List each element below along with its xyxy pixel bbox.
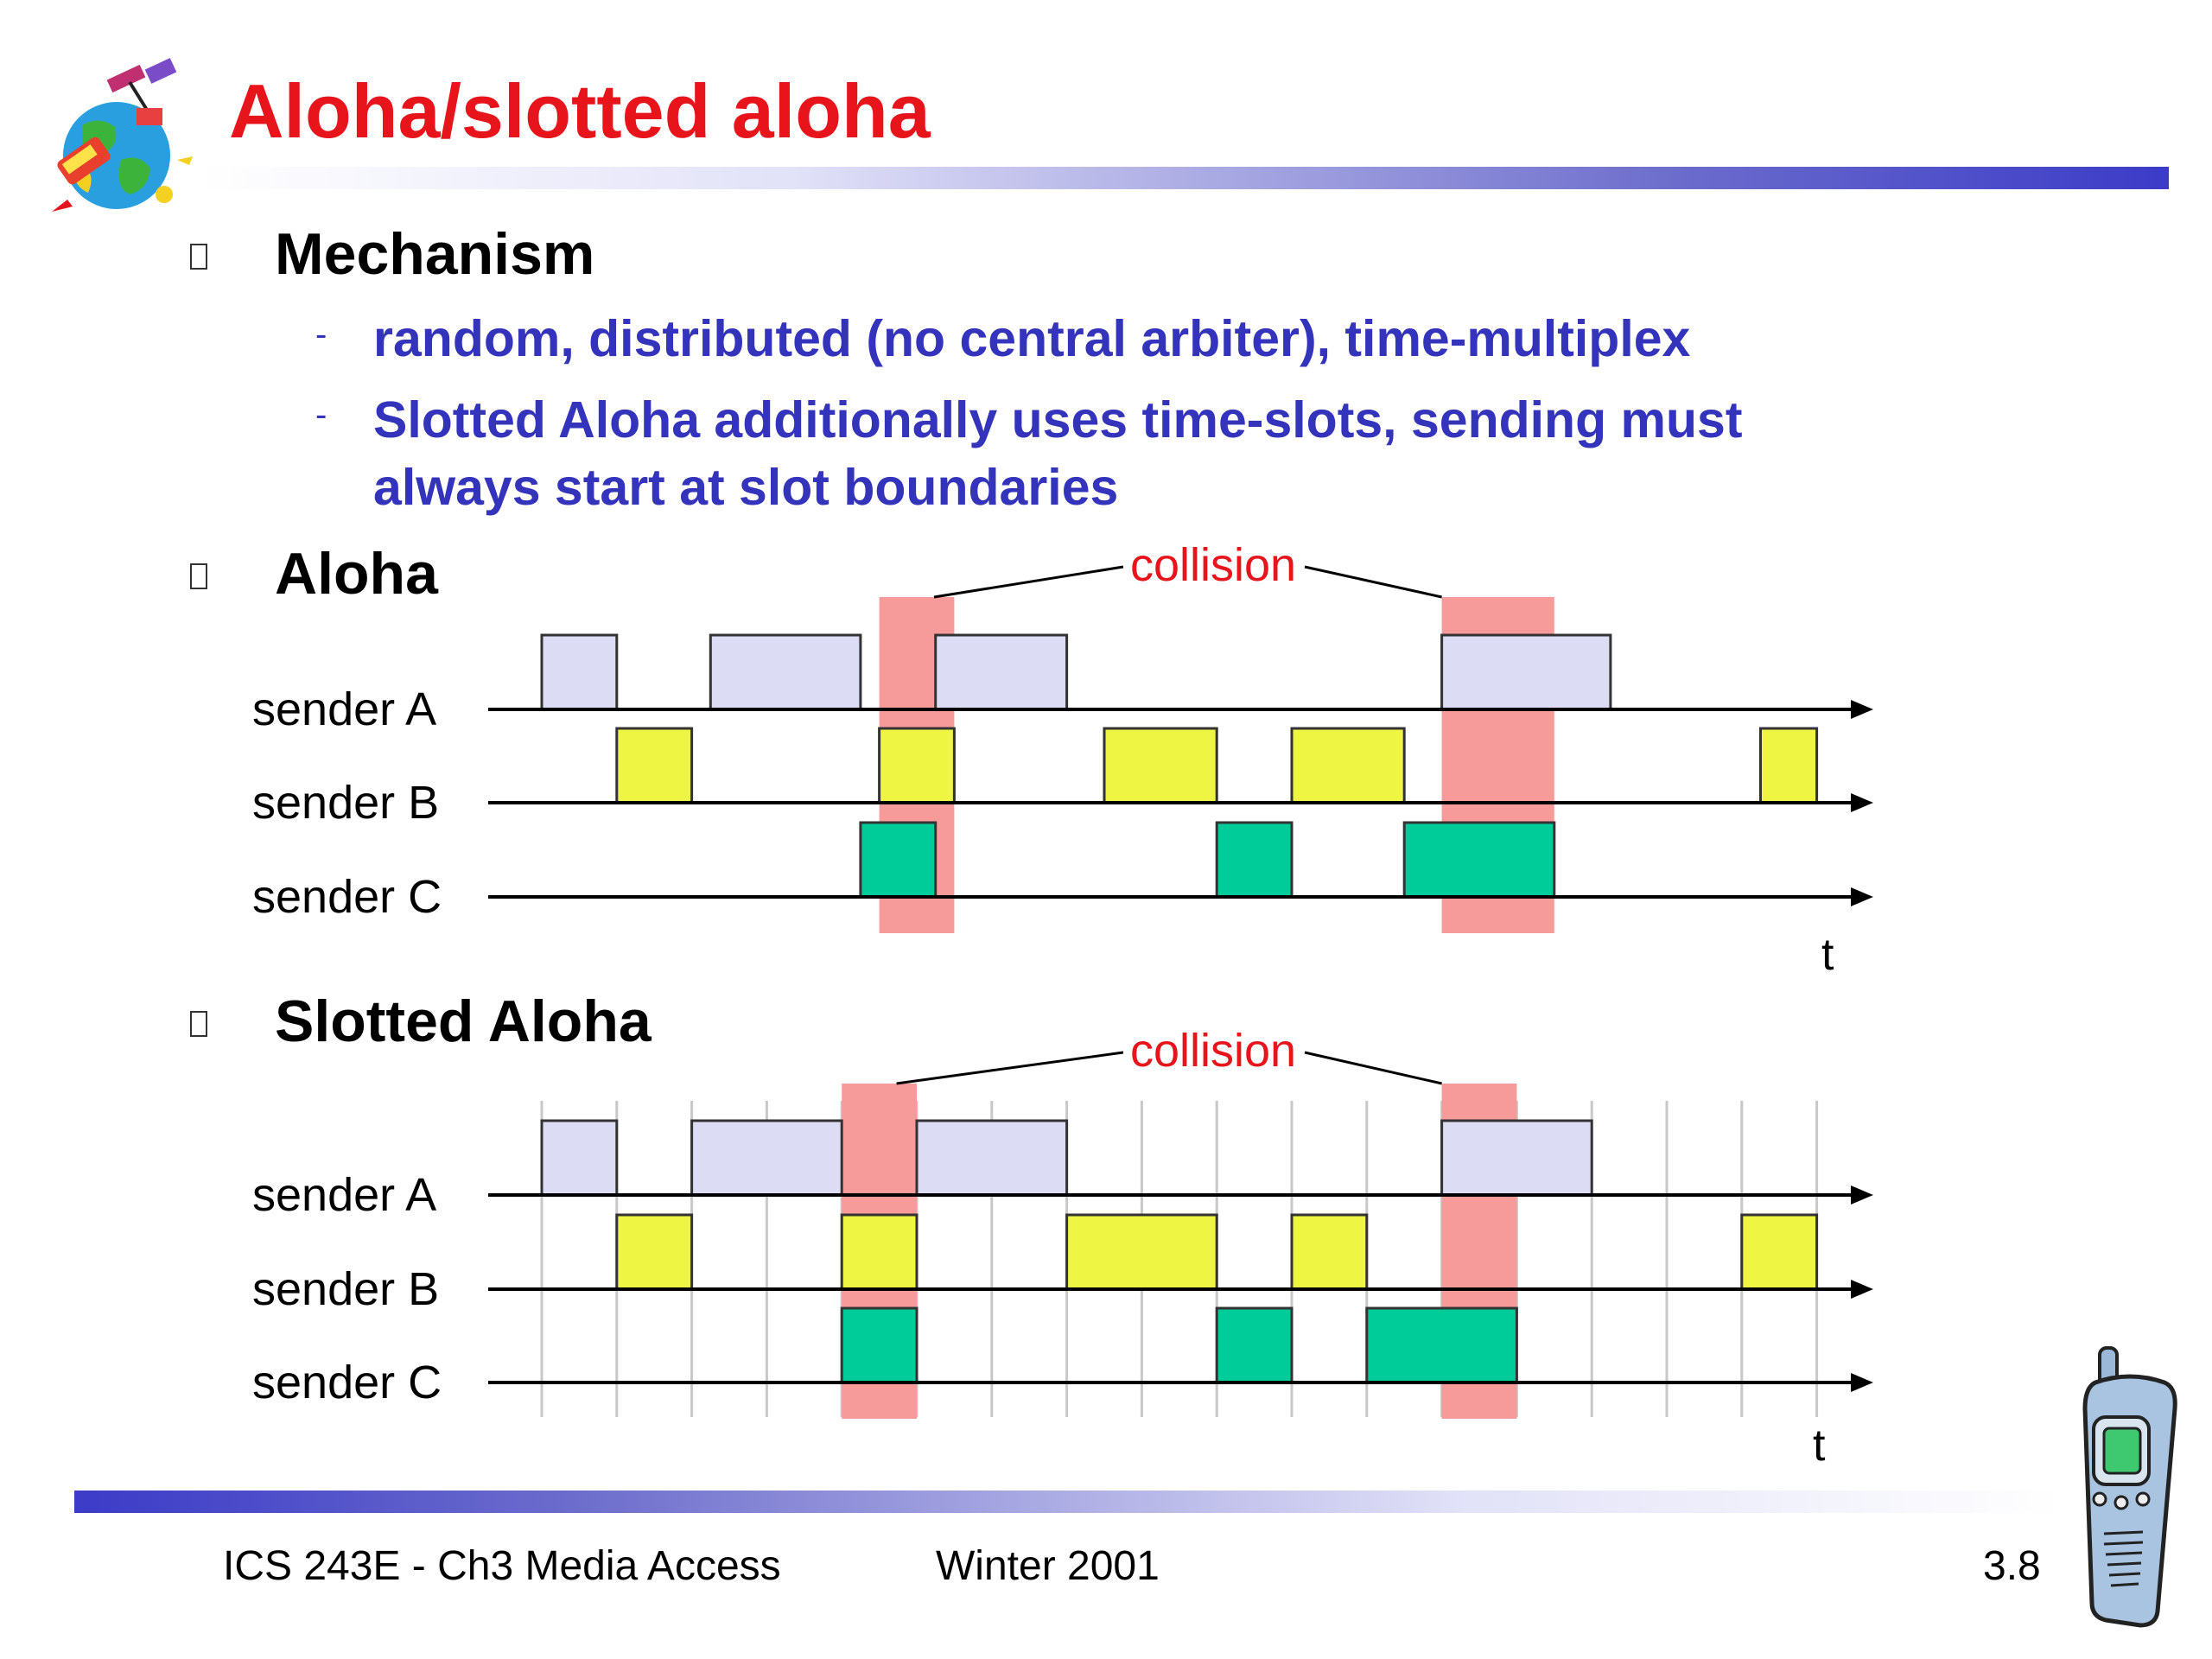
sender-label: sender A — [252, 1169, 436, 1221]
footer-bar — [74, 1491, 2062, 1513]
sender-b-frame — [615, 727, 694, 804]
dash-marker: - — [315, 315, 327, 353]
axis-arrowhead — [1851, 1185, 1873, 1205]
sender-label: sender C — [252, 1357, 442, 1408]
sender-c-frame — [859, 821, 938, 899]
sender-c-frame — [1402, 821, 1556, 899]
heading-slotted-aloha: Slotted Aloha — [275, 988, 652, 1054]
sender-label: sender A — [252, 683, 436, 735]
sender-b-frame — [1065, 1213, 1218, 1291]
collision-leader-line — [896, 1051, 1124, 1085]
mobile-phone-icon — [2082, 1346, 2177, 1628]
sender-a-frame — [934, 633, 1069, 711]
bullet-marker — [190, 1011, 207, 1037]
footer-term: Winter 2001 — [936, 1543, 1160, 1589]
heading-mechanism: Mechanism — [275, 221, 595, 287]
sender-a-frame — [690, 1119, 843, 1197]
sender-b-frame — [840, 1213, 918, 1291]
sender-b-frame — [1290, 1213, 1369, 1291]
collision-label: collision — [1130, 539, 1296, 591]
heading-aloha: Aloha — [275, 541, 438, 607]
sender-label: sender C — [252, 871, 442, 923]
mechanism-item-2: Slotted Aloha additionally uses time-slo… — [373, 391, 1743, 448]
axis-arrowhead — [1851, 1280, 1873, 1299]
satellite-globe-icon — [52, 58, 193, 212]
time-axis-label: t — [1813, 1421, 1826, 1471]
sender-c-frame — [1365, 1306, 1518, 1384]
footer-course: ICS 243E - Ch3 Media Access — [223, 1543, 781, 1589]
sender-b-frame — [1759, 727, 1819, 804]
bullet-marker — [190, 563, 207, 589]
dash-marker: - — [315, 396, 327, 434]
sender-b-frame — [615, 1213, 694, 1291]
page-number: 3.8 — [1983, 1543, 2041, 1589]
sender-c-frame — [1215, 1306, 1294, 1384]
sender-label: sender B — [252, 777, 439, 829]
title-underline-bar — [199, 167, 2169, 189]
slide-title: Aloha/slotted aloha — [229, 68, 931, 154]
sender-a-frame — [709, 633, 862, 711]
collision-leader-line — [1304, 1051, 1442, 1085]
sender-a-frame — [540, 1119, 619, 1197]
axis-arrowhead — [1851, 793, 1873, 812]
sender-b-frame — [878, 727, 956, 804]
sender-a-frame — [915, 1119, 1069, 1197]
axis-arrowhead — [1851, 700, 1873, 719]
axis-arrowhead — [1851, 887, 1873, 906]
collision-leader-line — [933, 565, 1124, 599]
sender-label: sender B — [252, 1263, 439, 1315]
collision-leader-line — [1304, 565, 1442, 599]
sender-b-frame — [1740, 1213, 1819, 1291]
sender-a-frame — [1440, 1119, 1593, 1197]
sender-c-frame — [1215, 821, 1294, 899]
axis-arrowhead — [1851, 1373, 1873, 1392]
sender-b-frame — [1290, 727, 1406, 804]
mechanism-item-2-continued: always start at slot boundaries — [373, 459, 1119, 516]
mechanism-item-1: random, distributed (no central arbiter)… — [373, 310, 1691, 367]
sender-c-frame — [840, 1306, 918, 1384]
collision-label: collision — [1130, 1025, 1296, 1077]
bullet-marker — [190, 244, 207, 270]
time-axis-label: t — [1821, 930, 1834, 980]
